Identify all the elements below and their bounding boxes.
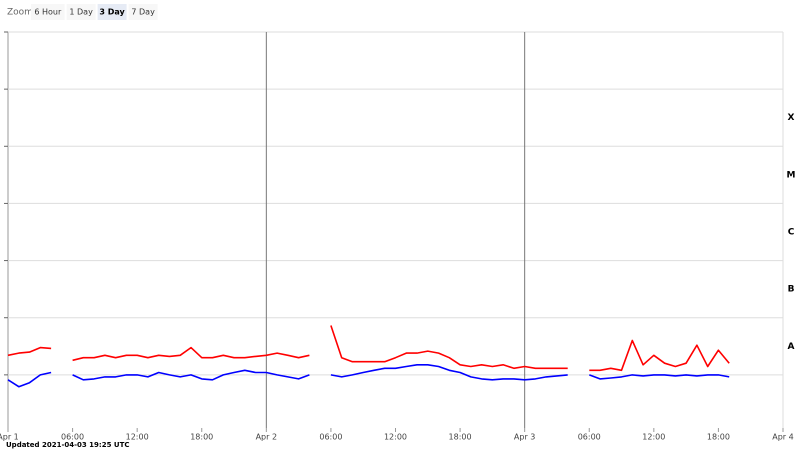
- flux-line: [7, 325, 730, 372]
- x-tick-label: 06:00: [61, 433, 84, 442]
- x-tick-label: 12:00: [642, 433, 665, 442]
- x-tick-label: 18:00: [190, 433, 213, 442]
- x-tick-label: 12:00: [384, 433, 407, 442]
- zoom-button[interactable]: [66, 4, 96, 20]
- class-label: C: [788, 228, 795, 238]
- x-tick-label: Apr 3: [514, 433, 535, 442]
- zoom-option[interactable]: 1 Day: [69, 8, 93, 17]
- zoom-option[interactable]: 7 Day: [131, 8, 155, 17]
- zoom-buttons: 6 Hour 1 Day 3 Day 7 Day: [31, 4, 158, 20]
- zoom-option[interactable]: 6 Hour: [34, 8, 62, 17]
- flux-line: [7, 364, 730, 388]
- x-tick-label: 18:00: [449, 433, 472, 442]
- class-label: A: [788, 342, 795, 352]
- class-label: B: [788, 285, 795, 295]
- x-tick-label: 06:00: [319, 433, 342, 442]
- footer: Updated 2021-04-03 19:25 UTC: [6, 441, 130, 449]
- x-tick-label: 12:00: [126, 433, 149, 442]
- x-tick-label: 06:00: [578, 433, 601, 442]
- zoom-label: Zoom: [7, 8, 33, 18]
- zoom-button[interactable]: [31, 4, 65, 20]
- x-tick-label: Apr 4: [772, 433, 793, 442]
- zoom-option[interactable]: 3 Day: [99, 8, 125, 17]
- class-label: X: [788, 113, 795, 123]
- x-tick-label: Apr 2: [256, 433, 277, 442]
- zoom-button[interactable]: [128, 4, 158, 20]
- x-tick-label: Apr 1: [0, 433, 19, 442]
- zoom-button[interactable]: [97, 4, 127, 20]
- class-label: M: [787, 170, 796, 180]
- x-tick-label: 18:00: [707, 433, 730, 442]
